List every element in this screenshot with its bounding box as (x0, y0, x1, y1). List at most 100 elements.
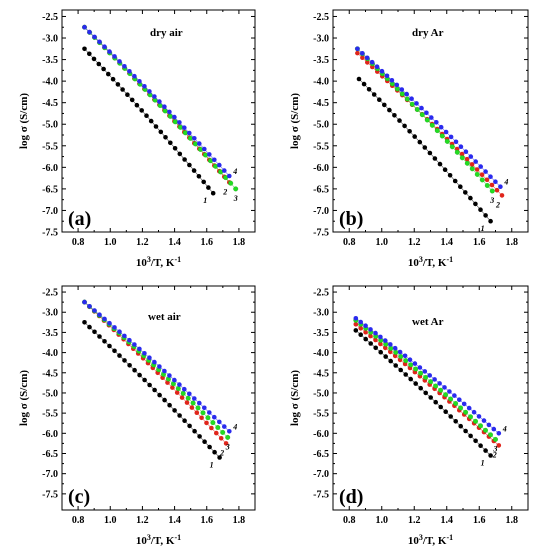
data-point-series-4 (414, 101, 419, 106)
series-1-line (84, 48, 214, 194)
x-axis-title: 103/T, K-1 (408, 533, 453, 547)
data-point-series-3 (448, 396, 454, 402)
data-point-series-4 (363, 323, 368, 329)
x-tick-label: 0.8 (72, 515, 85, 526)
data-point-series-1 (182, 157, 187, 162)
data-point-series-3 (208, 158, 213, 164)
data-point-series-1 (438, 404, 444, 410)
x-axis-title-base: 10 (136, 535, 148, 547)
data-point-series-1 (473, 438, 478, 444)
data-point-series-1 (153, 124, 159, 129)
data-point-series-4 (473, 159, 479, 164)
data-point-series-4 (192, 396, 197, 401)
data-point-series-1 (442, 167, 448, 172)
data-point-series-3 (414, 107, 420, 112)
data-point-series-3 (459, 155, 465, 161)
data-point-series-1 (125, 92, 130, 97)
y-tick-label: -6.0 (313, 429, 329, 440)
data-point-series-3 (228, 180, 234, 186)
data-point-series-4 (486, 422, 492, 428)
data-point-series-2 (496, 443, 502, 448)
data-point-series-1 (172, 408, 177, 413)
x-axis-title: 103/T, K-1 (136, 533, 181, 547)
data-point-series-1 (488, 453, 493, 458)
data-point-series-1 (196, 174, 202, 179)
x-axis-title-unit-exp: -1 (174, 255, 181, 264)
data-point-series-3 (192, 141, 198, 147)
data-point-series-3 (429, 122, 435, 128)
data-point-series-2 (499, 193, 505, 198)
data-point-series-3 (394, 86, 400, 92)
data-point-series-1 (366, 87, 372, 92)
y-tick-label: -7.5 (42, 228, 58, 239)
data-point-series-4 (227, 173, 232, 179)
data-point-series-2 (373, 337, 378, 343)
data-point-series-3 (408, 362, 414, 368)
x-axis-title-unit-exp: -1 (446, 255, 453, 264)
data-point-series-4 (107, 49, 112, 54)
curve-label-1: 1 (481, 224, 485, 233)
data-point-series-1 (413, 381, 419, 386)
x-tick-label: 1.0 (376, 237, 389, 248)
data-point-series-1 (201, 179, 206, 185)
data-point-series-1 (377, 97, 382, 102)
data-point-series-3 (210, 420, 216, 426)
y-tick-label: -6.0 (42, 163, 58, 174)
data-point-series-4 (447, 389, 452, 394)
data-point-series-3 (469, 166, 475, 172)
y-tick-label: -6.5 (42, 184, 58, 195)
curve-label-2: 2 (495, 200, 500, 209)
data-point-series-2 (204, 420, 209, 426)
data-point-series-3 (488, 432, 493, 438)
data-point-series-3 (200, 410, 206, 416)
data-point-series-1 (115, 82, 121, 87)
data-point-series-1 (92, 329, 97, 335)
data-point-series-1 (157, 392, 162, 398)
y-tick-label: -4.0 (42, 77, 58, 88)
data-point-series-4 (222, 168, 227, 173)
data-point-series-4 (379, 68, 385, 74)
data-point-series-1 (407, 129, 412, 134)
data-point-series-2 (383, 345, 388, 351)
data-point-series-3 (479, 177, 485, 183)
data-point-series-2 (489, 182, 495, 188)
data-point-series-1 (117, 353, 122, 358)
x-tick-label: 1.2 (136, 515, 149, 526)
data-point-series-4 (147, 89, 152, 94)
data-point-series-1 (206, 185, 211, 190)
y-tick-label: -4.5 (42, 368, 58, 379)
x-axis-title: 103/T, K-1 (408, 255, 453, 269)
y-tick-label: -3.0 (313, 308, 329, 319)
curve-label-3: 3 (493, 444, 498, 453)
data-point-series-4 (427, 373, 433, 378)
y-tick-label: -2.5 (42, 12, 58, 23)
data-point-series-4 (468, 154, 474, 159)
data-point-series-3 (474, 171, 480, 177)
data-point-series-4 (419, 105, 424, 111)
data-point-series-2 (378, 341, 383, 347)
panel-title: dry Ar (412, 27, 444, 39)
data-point-series-3 (458, 405, 464, 411)
x-axis-title-exp: 3 (419, 533, 423, 542)
data-point-series-4 (498, 184, 503, 189)
data-point-series-1 (358, 332, 364, 338)
y-tick-label: -3.0 (42, 308, 58, 319)
data-point-series-4 (389, 78, 395, 83)
data-point-series-3 (398, 354, 404, 359)
data-point-series-1 (102, 339, 107, 344)
data-point-series-1 (107, 343, 112, 349)
data-point-series-2 (388, 349, 393, 355)
x-tick-label: 0.8 (72, 237, 85, 248)
plot-frame (332, 9, 529, 233)
data-point-series-1 (134, 102, 140, 108)
data-point-series-1 (488, 218, 493, 224)
data-point-series-1 (177, 151, 183, 157)
panel-title: wet Ar (412, 316, 444, 328)
data-point-series-2 (184, 400, 190, 405)
data-point-series-2 (479, 172, 485, 177)
data-point-series-4 (397, 349, 403, 355)
data-point-series-2 (223, 441, 229, 446)
data-point-series-4 (132, 73, 137, 79)
data-point-series-4 (172, 377, 177, 383)
data-point-series-1 (82, 320, 87, 325)
